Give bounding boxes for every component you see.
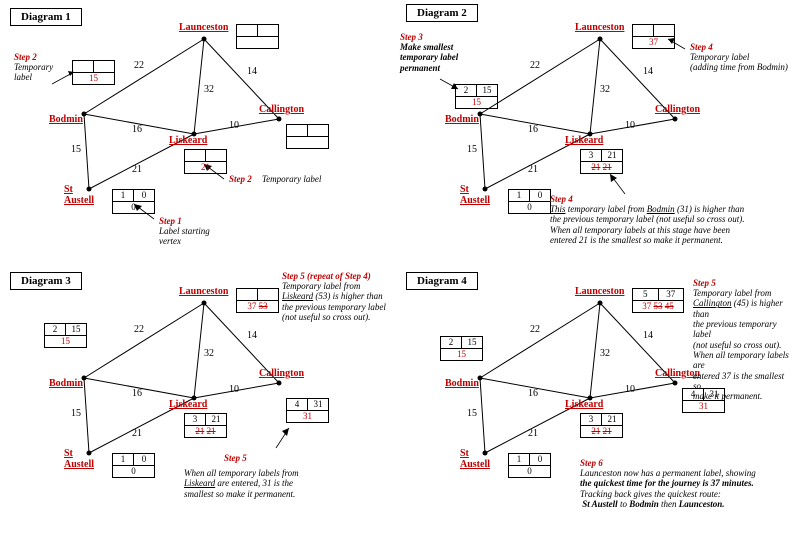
callington-box [286,124,329,149]
diagram-4: Diagram 4 Launceston Bodmin Liskeard Cal… [400,268,790,528]
bodmin-box: 15 [72,60,115,85]
diagram-1: Diagram 1 Launceston Bodmin Liskeard Cal… [4,4,394,264]
liskeard-box: 21 [184,149,227,174]
graph-svg [4,4,394,264]
diagram-2: Diagram 2 Launceston Bodmin Liskeard Cal… [400,4,790,264]
diagram-3: Diagram 3 Launceston Bodmin Liskeard Cal… [4,268,394,528]
staustell-box: 100 [112,189,155,214]
launceston-box [236,24,279,49]
